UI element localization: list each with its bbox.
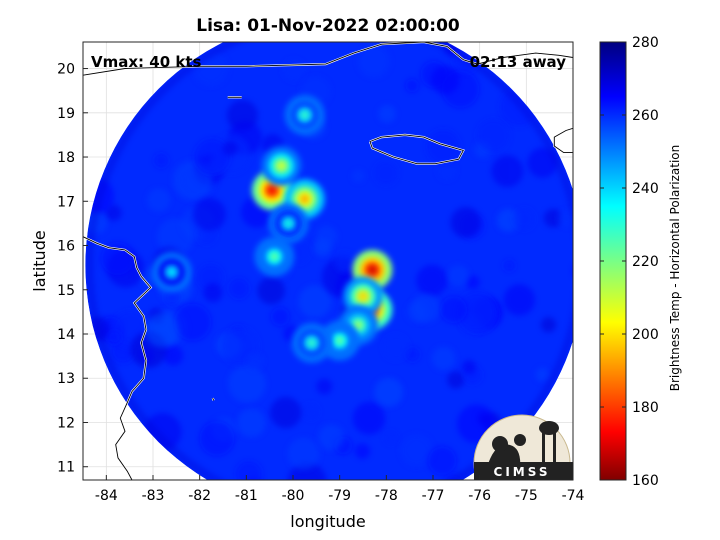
colorbar-ticks: 160 180 200 220 240 260 280	[600, 35, 659, 489]
x-tick-label: -78	[375, 488, 398, 504]
colorbar	[599, 41, 627, 481]
convection-feature	[167, 268, 176, 277]
y-axis-label: latitude	[30, 230, 49, 291]
swath	[85, 42, 573, 480]
convection-feature	[268, 186, 276, 195]
vmax-annotation: Vmax: 40 kts	[91, 53, 201, 71]
x-tick-label: -75	[515, 488, 538, 504]
y-tick-label: 16	[57, 239, 75, 255]
colorbar-tick-label: 280	[632, 35, 659, 51]
chart-title: Lisa: 01-Nov-2022 02:00:00	[196, 16, 460, 36]
x-axis: -84 -83 -82 -81 -80 -79 -78 -77 -76 -75 -74	[95, 475, 585, 504]
time-away-annotation: 02:13 away	[470, 53, 567, 71]
x-axis-label: longitude	[290, 512, 365, 531]
colorbar-tick-label: 160	[632, 473, 659, 489]
convection-feature	[307, 338, 316, 347]
colorbar-tick-label: 260	[632, 108, 659, 124]
cimss-logo: CIMSS	[473, 414, 573, 480]
convection-feature	[284, 219, 293, 228]
convection-feature	[300, 195, 309, 204]
x-tick-label: -74	[562, 488, 585, 504]
convection-feature	[277, 161, 286, 170]
convection-feature	[270, 252, 279, 261]
colorbar-tick-label: 240	[632, 181, 659, 197]
y-tick-label: 15	[57, 283, 75, 299]
x-tick-label: -81	[235, 488, 258, 504]
convection-feature	[300, 111, 309, 119]
convection-feature	[354, 321, 363, 330]
convection-feature	[359, 292, 367, 301]
x-tick-label: -82	[188, 488, 211, 504]
convection-feature	[335, 336, 344, 345]
axes-box	[82, 41, 574, 481]
x-tick-label: -80	[282, 488, 305, 504]
x-tick-label: -77	[422, 488, 445, 504]
y-tick-label: 17	[57, 194, 75, 210]
y-axis: 11 12 13 14 15 16 17 18 19 20	[57, 62, 88, 476]
y-tick-label: 19	[57, 106, 75, 122]
y-tick-label: 18	[57, 150, 75, 166]
colorbar-tick-label: 200	[632, 327, 659, 343]
logo-text: CIMSS	[494, 465, 551, 479]
x-tick-label: -76	[468, 488, 491, 504]
colorbar-tick-label: 220	[632, 254, 659, 270]
y-tick-label: 20	[57, 62, 75, 78]
colorbar-label: Brightness Temp - Horizontal Polarizatio…	[668, 145, 682, 392]
x-tick-label: -83	[142, 488, 165, 504]
x-tick-label: -79	[328, 488, 351, 504]
y-tick-label: 12	[57, 415, 75, 431]
y-tick-label: 14	[57, 327, 75, 343]
colorbar-tick-label: 180	[632, 400, 659, 416]
x-tick-label: -84	[95, 488, 118, 504]
y-tick-label: 13	[57, 371, 75, 387]
convection-feature	[368, 265, 377, 274]
y-tick-label: 11	[57, 460, 75, 476]
